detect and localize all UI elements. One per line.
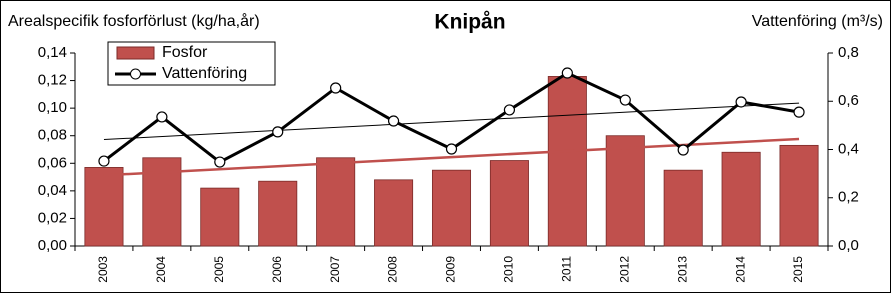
x-tick-label: 2005 (212, 256, 226, 283)
y-tick-label: 0,10 (38, 99, 67, 116)
bar (663, 169, 703, 247)
y2-tick-label: 0,4 (838, 140, 859, 157)
y2-tick-label: 0,8 (838, 44, 859, 61)
y-tick-label: 0,04 (38, 182, 67, 199)
bar (489, 160, 529, 247)
bar (200, 187, 240, 247)
y2-axis-label: Vattenföring (m³/s) (752, 13, 883, 30)
y2-tick-label: 0,2 (838, 189, 859, 206)
x-tick-label: 2013 (675, 256, 689, 283)
marker (214, 156, 226, 168)
marker (156, 111, 168, 123)
legend-marker (130, 68, 141, 80)
marker (735, 96, 747, 108)
marker (330, 82, 342, 94)
x-tick-label: 2011 (560, 256, 574, 282)
marker (619, 94, 631, 106)
trend-line (103, 102, 800, 141)
legend-label: Vattenföring (162, 65, 247, 82)
bar (779, 144, 819, 247)
x-tick-label: 2004 (154, 256, 168, 283)
y-axis-label: Arealspecifik fosforförlust (kg/ha,år) (8, 12, 260, 30)
marker (561, 67, 573, 79)
bar (84, 167, 124, 247)
x-tick-label: 2003 (96, 256, 110, 283)
bar (374, 179, 414, 247)
bar (316, 157, 356, 247)
y2-tick-label: 0,6 (838, 92, 859, 109)
bar (605, 135, 645, 247)
marker (98, 155, 110, 167)
y-tick-label: 0,14 (38, 44, 67, 61)
bar (547, 76, 587, 247)
legend-label: Fosfor (162, 44, 208, 61)
x-tick-label: 2008 (386, 256, 400, 283)
x-tick-label: 2015 (791, 256, 805, 283)
marker (793, 106, 805, 118)
y-tick-label: 0,12 (38, 72, 67, 89)
x-tick-label: 2007 (328, 256, 342, 283)
chart-title: Knipån (434, 11, 505, 34)
x-tick-label: 2006 (270, 256, 284, 283)
x-tick-label: 2014 (733, 256, 747, 283)
marker (503, 104, 516, 116)
legend-swatch (116, 46, 155, 60)
bar (431, 169, 472, 247)
y-tick-label: 0,00 (38, 237, 67, 254)
bar (258, 180, 298, 247)
marker (677, 144, 689, 156)
bar (721, 151, 761, 247)
marker (272, 126, 284, 138)
y-tick-label: 0,06 (38, 154, 67, 171)
x-tick-label: 2012 (617, 256, 631, 283)
y2-tick-label: 0,0 (838, 237, 859, 254)
x-tick-label: 2010 (502, 256, 516, 283)
x-tick-label: 2009 (444, 256, 458, 283)
y-tick-label: 0,02 (38, 209, 67, 226)
y-tick-label: 0,08 (38, 127, 67, 144)
marker (445, 143, 458, 155)
marker (387, 115, 400, 127)
